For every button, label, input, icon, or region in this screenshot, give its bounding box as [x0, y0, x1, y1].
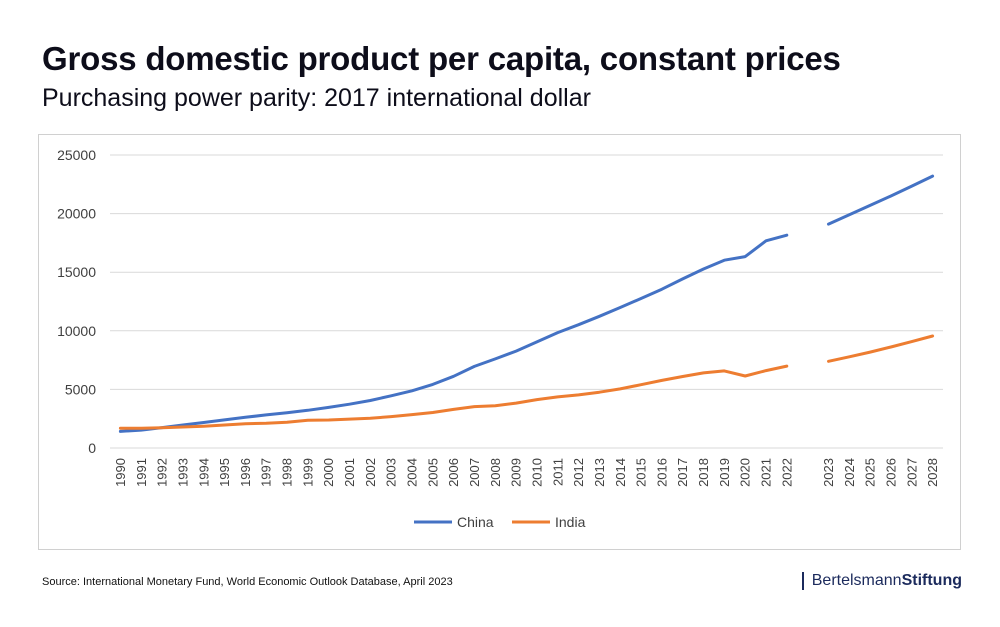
- x-tick-label: 2027: [904, 458, 919, 487]
- x-tick-label: 2010: [529, 458, 544, 487]
- x-tick-label: 2018: [696, 458, 711, 487]
- x-tick-label: 2003: [384, 458, 399, 487]
- x-tick-label: 2001: [342, 458, 357, 487]
- series-line-china-historical: [118, 233, 789, 433]
- series-line-india-historical: [118, 364, 789, 430]
- x-tick-label: 2025: [863, 458, 878, 487]
- x-tick-label: 1993: [175, 458, 190, 487]
- y-tick-label: 25000: [57, 147, 96, 163]
- x-tick-label: 1991: [134, 458, 149, 487]
- x-tick-label: 2011: [550, 458, 565, 486]
- x-tick-label: 1990: [113, 458, 128, 487]
- x-tick-label: 2009: [509, 458, 524, 487]
- x-tick-label: 1996: [238, 458, 253, 487]
- x-tick-label: 2028: [925, 458, 940, 487]
- legend-label-india: India: [555, 514, 586, 530]
- x-tick-label: 2016: [654, 458, 669, 487]
- x-tick-label: 2002: [363, 458, 378, 487]
- x-tick-label: 1999: [300, 458, 315, 487]
- chart-frame: [38, 134, 961, 550]
- x-tick-label: 1997: [259, 458, 274, 487]
- x-tick-label: 2007: [467, 458, 482, 487]
- series-line-china-forecast: [827, 174, 935, 226]
- x-tick-label: 2008: [488, 458, 503, 487]
- brand-name-part1: Bertelsmann: [811, 572, 902, 589]
- x-tick-label: 1994: [196, 458, 211, 487]
- chart-subtitle: Purchasing power parity: 2017 internatio…: [42, 84, 591, 112]
- x-tick-label: 2012: [571, 458, 586, 487]
- x-tick-label: 2005: [425, 458, 440, 487]
- x-tick-label: 2019: [717, 458, 732, 487]
- x-tick-label: 2014: [613, 458, 628, 487]
- x-tick-label: 2000: [321, 458, 336, 487]
- x-tick-label: 1992: [155, 458, 170, 487]
- series-line-india-forecast: [827, 334, 935, 363]
- x-tick-label: 2024: [842, 458, 857, 487]
- x-tick-label: 2021: [759, 458, 774, 487]
- x-tick-label: 2015: [634, 458, 649, 487]
- y-tick-label: 5000: [65, 381, 96, 397]
- source-note: Source: International Monetary Fund, Wor…: [42, 576, 453, 588]
- y-tick-label: 15000: [57, 264, 96, 280]
- y-tick-label: 20000: [57, 206, 96, 222]
- x-tick-label: 1995: [217, 458, 232, 487]
- y-tick-label: 0: [88, 440, 96, 456]
- x-tick-label: 2020: [738, 458, 753, 487]
- x-tick-label: 2023: [821, 458, 836, 487]
- x-tick-label: 2013: [592, 458, 607, 487]
- legend-label-china: China: [457, 514, 494, 530]
- brand-logo: BertelsmannStiftung: [801, 572, 962, 590]
- x-tick-label: 2004: [405, 458, 420, 487]
- x-tick-label: 2026: [883, 458, 898, 487]
- x-tick-label: 2022: [779, 458, 794, 487]
- x-tick-label: 2006: [446, 458, 461, 487]
- brand-name-part2: Stiftung: [901, 572, 962, 589]
- x-tick-label: 1998: [280, 458, 295, 487]
- chart-title: Gross domestic product per capita, const…: [42, 40, 841, 77]
- y-tick-label: 10000: [57, 323, 96, 339]
- x-tick-label: 2017: [675, 458, 690, 487]
